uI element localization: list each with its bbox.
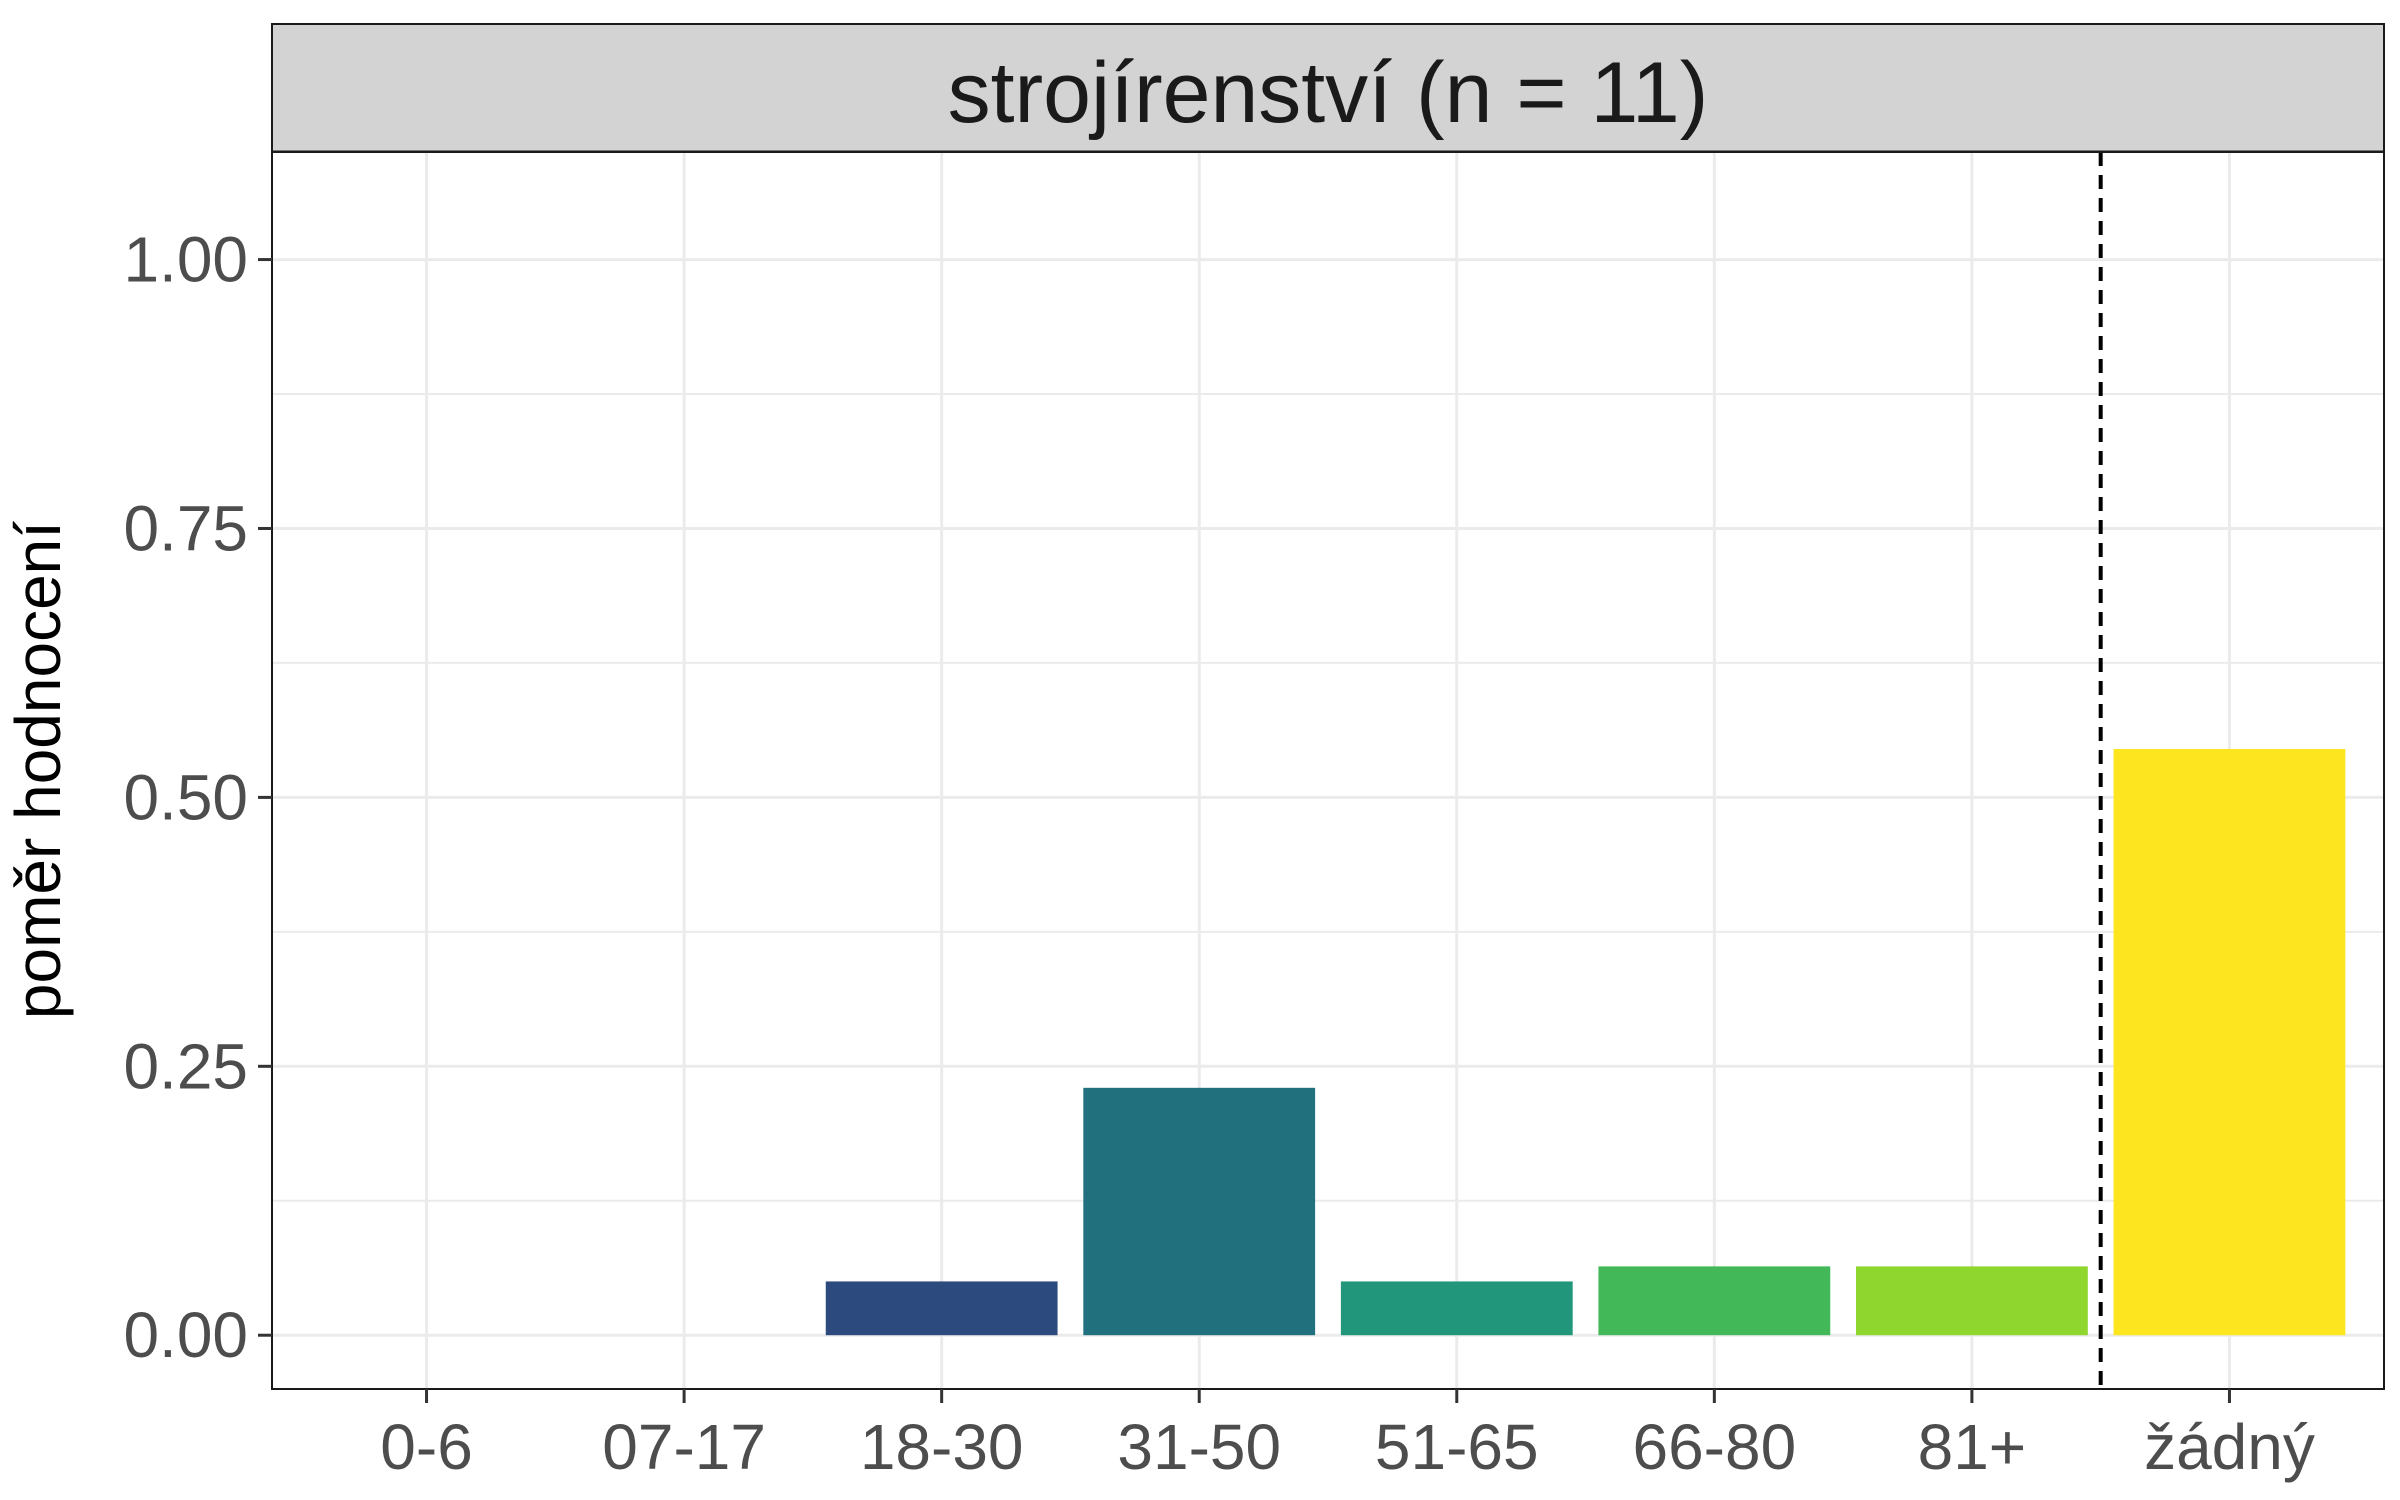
bar-81+ (1856, 1266, 2088, 1336)
y-tick-label: 0.50 (123, 761, 248, 833)
bar-51-65 (1340, 1281, 1573, 1336)
x-tick-label: 66-80 (1632, 1411, 1796, 1483)
x-tick-label: 0-6 (380, 1411, 473, 1483)
minor-gridlines (272, 393, 2384, 1202)
facet-strip-background (271, 23, 2385, 153)
y-axis-title: poměr hodnocení (2, 521, 74, 1019)
bars (825, 748, 2346, 1336)
x-tick-label: žádný (2144, 1411, 2315, 1483)
x-tick-label: 51-65 (1375, 1411, 1539, 1483)
bar-66-80 (1598, 1266, 1831, 1336)
bar-31-50 (1083, 1087, 1316, 1336)
bar-žádný (2113, 748, 2346, 1336)
x-tick-label: 18-30 (860, 1411, 1024, 1483)
bar-18-30 (825, 1281, 1058, 1336)
facet-title: strojírenství (n = 11) (948, 45, 1709, 141)
x-tick-label: 31-50 (1117, 1411, 1281, 1483)
y-tick-label: 0.75 (123, 492, 248, 564)
x-axis: 0-6 07-17 18-30 31-50 51-65 66-80 81+ žádný (380, 1389, 2315, 1483)
y-axis: 0.00 0.25 0.50 0.75 1.00 (123, 224, 272, 1371)
x-tick-label: 81+ (1918, 1411, 2027, 1483)
plot-panel-border (271, 151, 2385, 1390)
facet-strip: strojírenství (n = 11) (271, 23, 2385, 154)
y-tick-label: 1.00 (123, 224, 248, 296)
y-tick-label: 0.25 (123, 1030, 248, 1102)
y-tick-label: 0.00 (123, 1299, 248, 1371)
plot-panel (272, 152, 2384, 1389)
x-tick-label: 07-17 (602, 1411, 766, 1483)
